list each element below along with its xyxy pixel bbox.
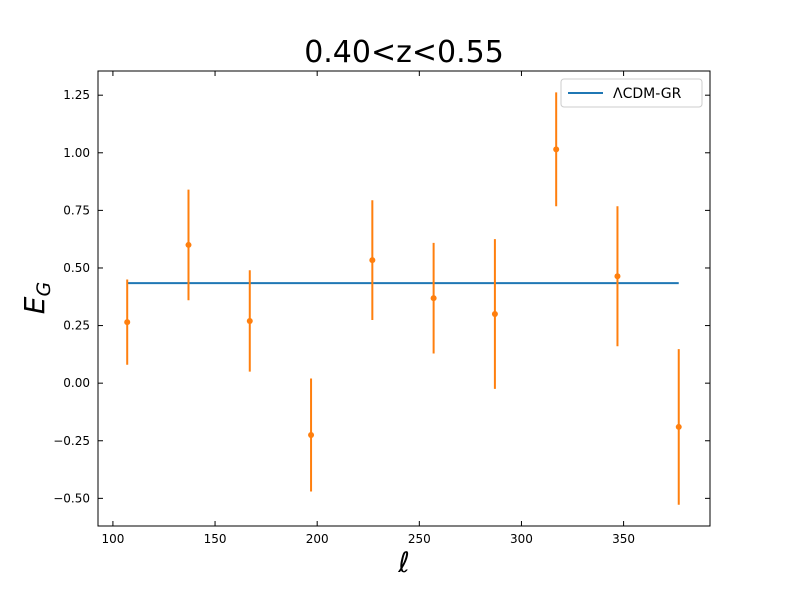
y-axis-label: EG [18, 282, 55, 314]
x-axis-label: ℓ [397, 546, 410, 579]
x-tick-label: 250 [408, 532, 431, 546]
data-point [369, 257, 376, 264]
y-tick-label: 0.00 [63, 376, 90, 390]
y-tick-label: 0.25 [63, 319, 90, 333]
chart-title: 0.40<z<0.55 [304, 35, 504, 70]
x-tick-label: 150 [204, 532, 227, 546]
data-point [491, 311, 498, 318]
data-point [185, 241, 192, 248]
data-point [614, 273, 621, 280]
x-tick-label: 300 [510, 532, 533, 546]
x-tick-label: 350 [612, 532, 635, 546]
y-tick-label: 1.25 [63, 88, 90, 102]
legend-label: ΛCDM-GR [613, 86, 682, 102]
legend-box [560, 78, 703, 108]
data-point [308, 432, 315, 438]
data-point [430, 295, 437, 302]
data-point [675, 423, 682, 430]
data-point [124, 319, 131, 326]
data-point [553, 146, 560, 153]
y-tick-label: −0.50 [53, 491, 90, 505]
x-tick-label: 200 [306, 532, 329, 546]
y-axis-label-sub: G [33, 282, 55, 297]
y-axis-label-main: E [18, 296, 51, 314]
y-tick-label: 0.75 [63, 203, 90, 217]
y-tick-label: 0.50 [63, 261, 90, 275]
y-tick-label: −0.25 [53, 434, 90, 448]
y-tick-label: 1.00 [63, 146, 90, 160]
data-point [246, 317, 253, 324]
x-tick-label: 100 [101, 532, 124, 546]
plot-frame [97, 70, 711, 527]
